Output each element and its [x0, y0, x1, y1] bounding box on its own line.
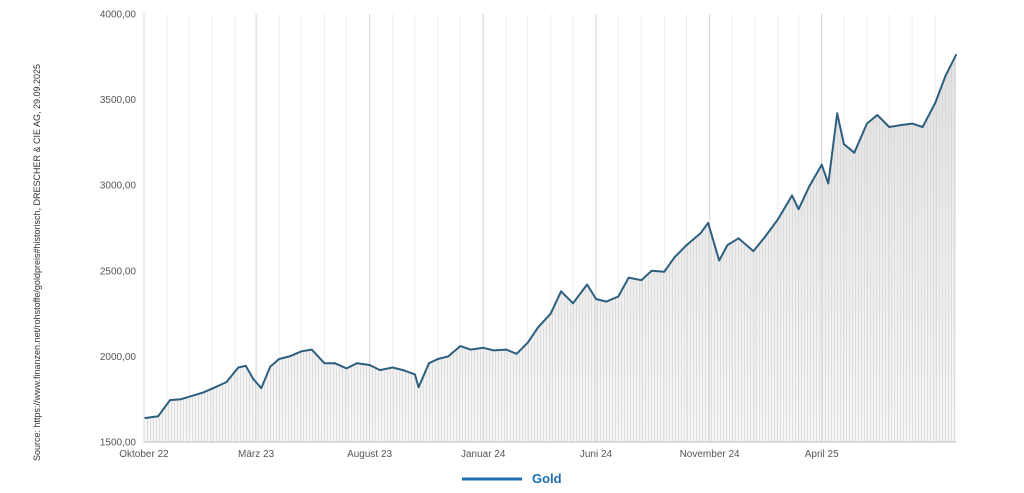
data-point — [437, 358, 439, 360]
data-point — [191, 394, 194, 397]
data-point — [791, 194, 793, 197]
data-point — [843, 143, 845, 146]
data-point — [797, 208, 800, 211]
data-point — [944, 74, 947, 77]
data-point — [595, 298, 597, 300]
data-point — [225, 381, 228, 383]
data-point — [537, 326, 539, 329]
data-point — [492, 349, 495, 352]
area-layer — [145, 55, 956, 442]
x-tick-label: August 23 — [347, 449, 392, 460]
data-point — [288, 355, 291, 358]
y-tick-label: 1500,00 — [100, 438, 137, 449]
data-point — [777, 218, 779, 221]
data-point — [586, 283, 588, 286]
data-point — [605, 300, 608, 303]
data-point — [836, 112, 839, 115]
line-layer — [144, 54, 957, 419]
data-point — [391, 366, 394, 369]
data-point — [808, 186, 810, 188]
data-point — [866, 122, 868, 125]
data-point — [650, 269, 653, 272]
y-tick-label: 2500,00 — [100, 266, 137, 277]
data-point — [934, 102, 937, 104]
data-point — [549, 312, 552, 315]
data-point — [526, 341, 529, 344]
data-point — [202, 391, 205, 394]
source-text: Source: https://www.finanzen.net/rohstof… — [32, 64, 42, 461]
data-point — [699, 232, 702, 235]
data-point — [876, 114, 879, 116]
data-point — [402, 369, 404, 371]
data-point — [345, 367, 348, 370]
data-point — [356, 362, 358, 365]
data-point — [269, 365, 272, 368]
data-point — [459, 345, 462, 347]
data-point — [827, 182, 830, 185]
data-point — [180, 398, 183, 401]
series-line-gold — [144, 54, 957, 419]
x-tick-label: Oktober 22 — [119, 449, 169, 460]
data-point — [482, 346, 485, 349]
data-point — [515, 352, 518, 355]
data-point — [911, 122, 914, 125]
x-tick-label: März 23 — [238, 449, 275, 460]
data-point — [447, 355, 450, 358]
data-point — [752, 250, 755, 253]
data-point — [627, 276, 630, 279]
data-point — [640, 279, 643, 282]
data-point — [617, 295, 620, 298]
data-point — [323, 362, 326, 365]
data-point — [278, 358, 280, 360]
data-point — [560, 290, 562, 293]
data-point — [505, 348, 508, 351]
data-point — [144, 417, 147, 419]
series-area-hatch — [145, 55, 956, 442]
data-point — [737, 237, 740, 240]
y-tick-label: 2000,00 — [100, 352, 137, 363]
data-point — [414, 373, 416, 376]
data-point — [214, 386, 217, 389]
x-tick-label: Juni 24 — [580, 449, 613, 460]
data-point — [333, 362, 336, 365]
data-point — [853, 151, 856, 154]
legend: Gold — [462, 471, 562, 486]
data-point — [417, 386, 420, 389]
y-axis: 1500,00 2000,00 2500,00 3000,00 3500,00 4000,… — [100, 10, 137, 449]
data-point — [428, 362, 430, 365]
data-point — [685, 244, 688, 247]
data-point — [169, 399, 171, 401]
y-tick-label: 4000,00 — [100, 10, 137, 21]
x-tick-label: Januar 24 — [461, 449, 506, 460]
data-point — [764, 235, 767, 238]
data-point — [673, 256, 676, 258]
data-point — [260, 387, 263, 389]
data-point — [300, 350, 303, 353]
data-point — [955, 54, 957, 56]
data-point — [469, 348, 472, 351]
x-tick-label: November 24 — [680, 449, 740, 460]
data-point — [368, 364, 371, 366]
data-point — [726, 244, 729, 247]
y-tick-label: 3000,00 — [100, 181, 137, 192]
data-point — [252, 377, 255, 380]
data-point — [820, 163, 823, 166]
legend-label-gold: Gold — [532, 471, 562, 486]
data-point — [898, 124, 901, 127]
data-point — [379, 369, 381, 371]
x-tick-label: April 25 — [805, 449, 839, 460]
data-point — [921, 126, 924, 128]
data-point — [888, 126, 891, 128]
data-point — [237, 366, 240, 369]
y-tick-label: 3500,00 — [100, 95, 137, 106]
data-point — [718, 259, 721, 262]
data-point — [572, 302, 574, 305]
data-point — [244, 364, 247, 367]
data-point — [707, 222, 709, 224]
data-point — [663, 270, 666, 273]
data-point — [157, 415, 160, 418]
x-axis: Oktober 22 März 23 August 23 Januar 24 Juni … — [119, 441, 956, 460]
data-point — [310, 348, 313, 351]
